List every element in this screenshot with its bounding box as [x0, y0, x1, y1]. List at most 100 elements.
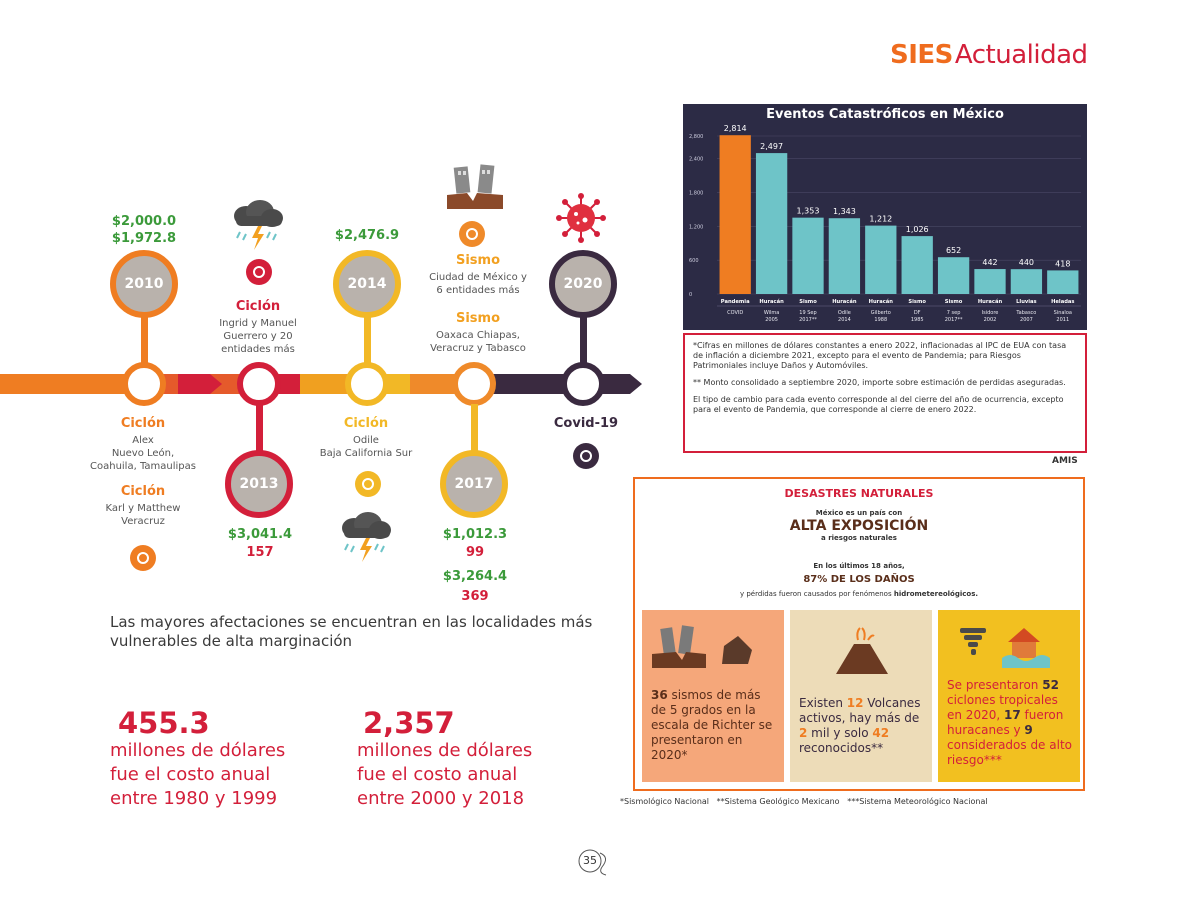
stat1-value: 455.3 — [118, 706, 210, 740]
x-category-label: Heladas — [1051, 299, 1074, 305]
volcano-icon — [836, 627, 888, 674]
x-sublabel: Sinaloa — [1054, 310, 1072, 316]
marker-dot-2020 — [573, 443, 599, 469]
brand-actualidad: Actualidad — [954, 40, 1088, 70]
event-2017-text-1: Ciudad de México y 6 entidades más — [429, 272, 527, 296]
y-tick-label: 600 — [689, 258, 699, 264]
desastres-line-6b: hidrometereológicos. — [893, 590, 979, 598]
chart-title: Eventos Catastróficos en México — [766, 107, 1004, 122]
stat2-caption: millones de dólares fue el costo anual e… — [357, 740, 533, 809]
brand-header: SIESActualidad — [890, 40, 1088, 70]
event-2013-title: Ciclón — [235, 299, 281, 314]
node-2020 — [561, 362, 605, 406]
event-2017-title-2: Sismo — [455, 311, 501, 326]
year-2010: 2010 — [110, 250, 178, 318]
x-sublabel: 2007 — [1020, 317, 1033, 323]
year-2013: 2013 — [225, 450, 293, 518]
y-tick-label: 1,200 — [689, 224, 703, 230]
stat1-caption: millones de dólares fue el costo anual e… — [110, 740, 286, 809]
card-sismos-text: 36 sismos de más de 5 grados en la escal… — [651, 688, 778, 763]
bar-value-label: 440 — [1019, 258, 1034, 267]
amount-2017-b: $3,264.4 — [442, 569, 508, 584]
y-tick-label: 2,400 — [689, 157, 703, 163]
bar-value-label: 1,212 — [869, 215, 892, 224]
event-2010-title-2: Ciclón — [120, 484, 166, 499]
card-ciclones-d: considerados de alto riesgo*** — [947, 738, 1072, 767]
desastres-line-6: y pérdidas fueron causados por fenómenos… — [635, 590, 1083, 598]
tornado-flood-icon — [960, 628, 1050, 668]
chart-bar — [865, 225, 897, 294]
note-1: *Cifras en millones de dólares constante… — [693, 341, 1067, 370]
chart-notes: *Cifras en millones de dólares constante… — [683, 333, 1087, 453]
timeline-track — [0, 374, 642, 394]
desastres-title: DESASTRES NATURALES — [784, 487, 934, 500]
x-category-label: Huracán — [978, 298, 1003, 305]
chart-bar — [937, 257, 970, 294]
page-number-text: 35 — [583, 854, 597, 867]
x-sublabel: 1988 — [874, 317, 887, 323]
card-ciclones-text: Se presentaron 52 ciclones tropicales en… — [947, 678, 1074, 768]
chart-bar — [901, 236, 933, 294]
desastres-line-1: México es un país con — [815, 509, 903, 517]
earthquake-buildings-icon — [652, 625, 752, 668]
note-2: ** Monto consolidado a septiembre 2020, … — [693, 378, 1066, 387]
x-sublabel: 2014 — [838, 317, 851, 323]
chart-bar — [1010, 269, 1043, 294]
bar-value-label: 1,026 — [906, 225, 929, 234]
y-tick-label: 0 — [689, 292, 692, 298]
x-sublabel: Gilberto — [871, 310, 891, 316]
chart-bar — [792, 217, 824, 294]
bar-value-label: 2,497 — [760, 142, 783, 151]
x-sublabel: 19 Sep — [799, 310, 816, 316]
earthquake-buildings-icon — [447, 164, 503, 209]
card-volcanes: Existen 12 Volcanes activos, hay más de … — [790, 610, 932, 782]
storm-cloud-icon — [234, 200, 283, 250]
event-2017-text-2: Oaxaca Chiapas, Veracruz y Tabasco — [430, 330, 526, 354]
stem-2010 — [141, 316, 148, 372]
count-2013: 157 — [246, 545, 274, 560]
x-sublabel: COVID — [727, 310, 743, 316]
bar-value-label: 2,814 — [724, 124, 747, 133]
chart-bar — [1047, 270, 1079, 294]
year-2014: 2014 — [333, 250, 401, 318]
bar-value-label: 1,353 — [797, 207, 820, 216]
event-2020-title: Covid-19 — [553, 416, 619, 431]
card-sismos: 36 sismos de más de 5 grados en la escal… — [642, 610, 784, 782]
card-volcanes-b: Volcanes activos, hay más de — [799, 696, 921, 725]
y-tick-label: 1,800 — [689, 190, 703, 196]
x-sublabel: 7 sep — [947, 310, 961, 316]
card-volcanes-n2: 2 — [799, 726, 808, 740]
x-category-label: Sismo — [908, 299, 926, 305]
card-ciclones-b: ciclones tropicales en 2020, — [947, 693, 1058, 722]
x-sublabel: DF — [914, 310, 921, 316]
x-sublabel: Odile — [838, 310, 851, 316]
chart-bar — [755, 153, 788, 294]
card-ciclones-n1: 52 — [1042, 678, 1059, 692]
card-sismos-body: sismos de más de 5 grados en la escala d… — [651, 688, 773, 762]
bar-value-label: 442 — [982, 258, 997, 267]
chart-bar — [828, 218, 861, 294]
card-volcanes-d: reconocidos** — [799, 741, 884, 755]
card-ciclones-n2: 17 — [1003, 708, 1021, 722]
lede-text: Las mayores afectaciones se encuentran e… — [110, 613, 593, 650]
desastres-line-4: En los últimos 18 años, — [813, 562, 905, 570]
x-sublabel: 2017** — [799, 317, 817, 323]
x-sublabel: 2017** — [945, 317, 963, 323]
x-category-label: Sismo — [799, 299, 817, 305]
amount-2014: $2,476.9 — [334, 228, 400, 243]
bar-value-label: 1,343 — [833, 207, 856, 216]
x-category-label: Sismo — [945, 299, 963, 305]
amount-2013: $3,041.4 — [227, 527, 293, 542]
event-2010-text-1: Alex Nuevo León, Coahuila, Tamaulipas — [90, 435, 196, 472]
card-volcanes-text: Existen 12 Volcanes activos, hay más de … — [799, 696, 926, 756]
x-sublabel: 2002 — [984, 317, 997, 323]
stem-2013 — [256, 404, 263, 458]
count-2017-b: 369 — [461, 589, 489, 604]
desastres-line-6a: y pérdidas fueron causados por fenómenos — [739, 590, 894, 598]
virus-icon — [556, 193, 606, 243]
event-2010-text-2: Karl y Matthew Veracruz — [105, 503, 181, 527]
note-3: El tipo de cambio para cada evento corre… — [693, 395, 1064, 414]
event-2014-title: Ciclón — [343, 416, 389, 431]
y-tick-label: 2,800 — [689, 134, 703, 140]
card-ciclones: Se presentaron 52 ciclones tropicales en… — [938, 610, 1080, 782]
